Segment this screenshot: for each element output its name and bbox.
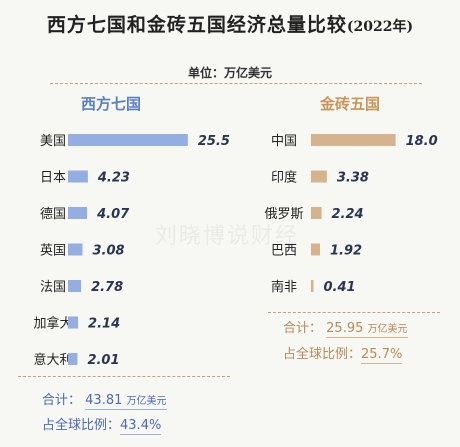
west-category-label: 英国 (40, 244, 66, 259)
west-category-label: 日本 (40, 171, 66, 186)
west-value-label: 3.08 (92, 244, 124, 259)
brics-category-label: 俄罗斯 (264, 207, 303, 222)
brics-value-label: 0.41 (324, 280, 356, 295)
west-value-label: 2.01 (87, 353, 119, 368)
brics-category-label: 印度 (271, 170, 297, 186)
west-share: 占全球比例：43.4% (42, 414, 162, 435)
brics-total-label: 合计： (283, 321, 323, 336)
brics-category-label: 南非 (271, 279, 297, 295)
west-share-label: 占全球比例： (42, 418, 121, 433)
west-total-unit: 万亿美元 (126, 396, 167, 407)
brics-share: 占全球比例：25.7% (283, 343, 403, 364)
west-bar (68, 170, 88, 183)
west-bar (68, 280, 82, 292)
brics-category-label: 中国 (271, 134, 297, 149)
west-total-label: 合计： (42, 393, 82, 408)
unit-label: 单位：万亿美元 (187, 66, 272, 80)
west-category-label: 美国 (40, 134, 66, 149)
brics-bar (311, 243, 321, 256)
chart-title-year: (2022年) (346, 19, 414, 35)
west-value-label: 4.23 (97, 171, 130, 186)
west-bar (68, 134, 188, 146)
brics-share-label: 占全球比例： (283, 347, 362, 362)
west-category-label: 意大利 (33, 352, 72, 368)
brics-bar (311, 207, 322, 219)
west-category-label: 法国 (40, 280, 66, 295)
chart-title: 西方七国和金砖五国经济总量比较(2022年) (46, 14, 414, 36)
group-heading-west: 西方七国 (81, 95, 142, 113)
brics-value-label: 3.38 (337, 171, 369, 186)
west-value-label: 4.07 (96, 207, 130, 222)
brics-total-unit: 万亿美元 (367, 324, 408, 335)
brics-category-label: 巴西 (271, 244, 297, 259)
west-category-label: 加拿大 (33, 316, 72, 332)
brics-total: 合计： 25.95 万亿美元 (283, 317, 408, 338)
watermark: 刘晓博说财经 (155, 224, 300, 249)
group-heading-brics: 金砖五国 (320, 95, 381, 113)
west-bar (68, 353, 78, 365)
west-value-label: 2.78 (91, 280, 123, 295)
west-divider (18, 376, 230, 377)
brics-total-value: 25.95 万亿美元 (326, 321, 408, 338)
west-category-label: 德国 (40, 207, 66, 222)
west-total: 合计： 43.81 万亿美元 (42, 389, 167, 410)
west-value-label: 25.5 (198, 134, 230, 149)
west-share-value: 43.4% (120, 418, 162, 435)
west-total-value: 43.81 万亿美元 (85, 393, 167, 410)
header-divider (50, 83, 422, 84)
brics-value-label: 2.24 (332, 207, 364, 222)
brics-bar (311, 170, 327, 183)
west-value-label: 2.14 (88, 317, 120, 332)
brics-share-value: 25.7% (361, 347, 403, 364)
brics-bar (311, 280, 314, 292)
brics-value-label: 1.92 (330, 244, 362, 259)
west-bar (68, 316, 79, 329)
brics-divider (268, 312, 440, 313)
brics-value-label: 18.0 (406, 134, 438, 149)
brics-bar (311, 134, 396, 146)
west-bar (68, 207, 88, 219)
west-bar (68, 243, 83, 256)
